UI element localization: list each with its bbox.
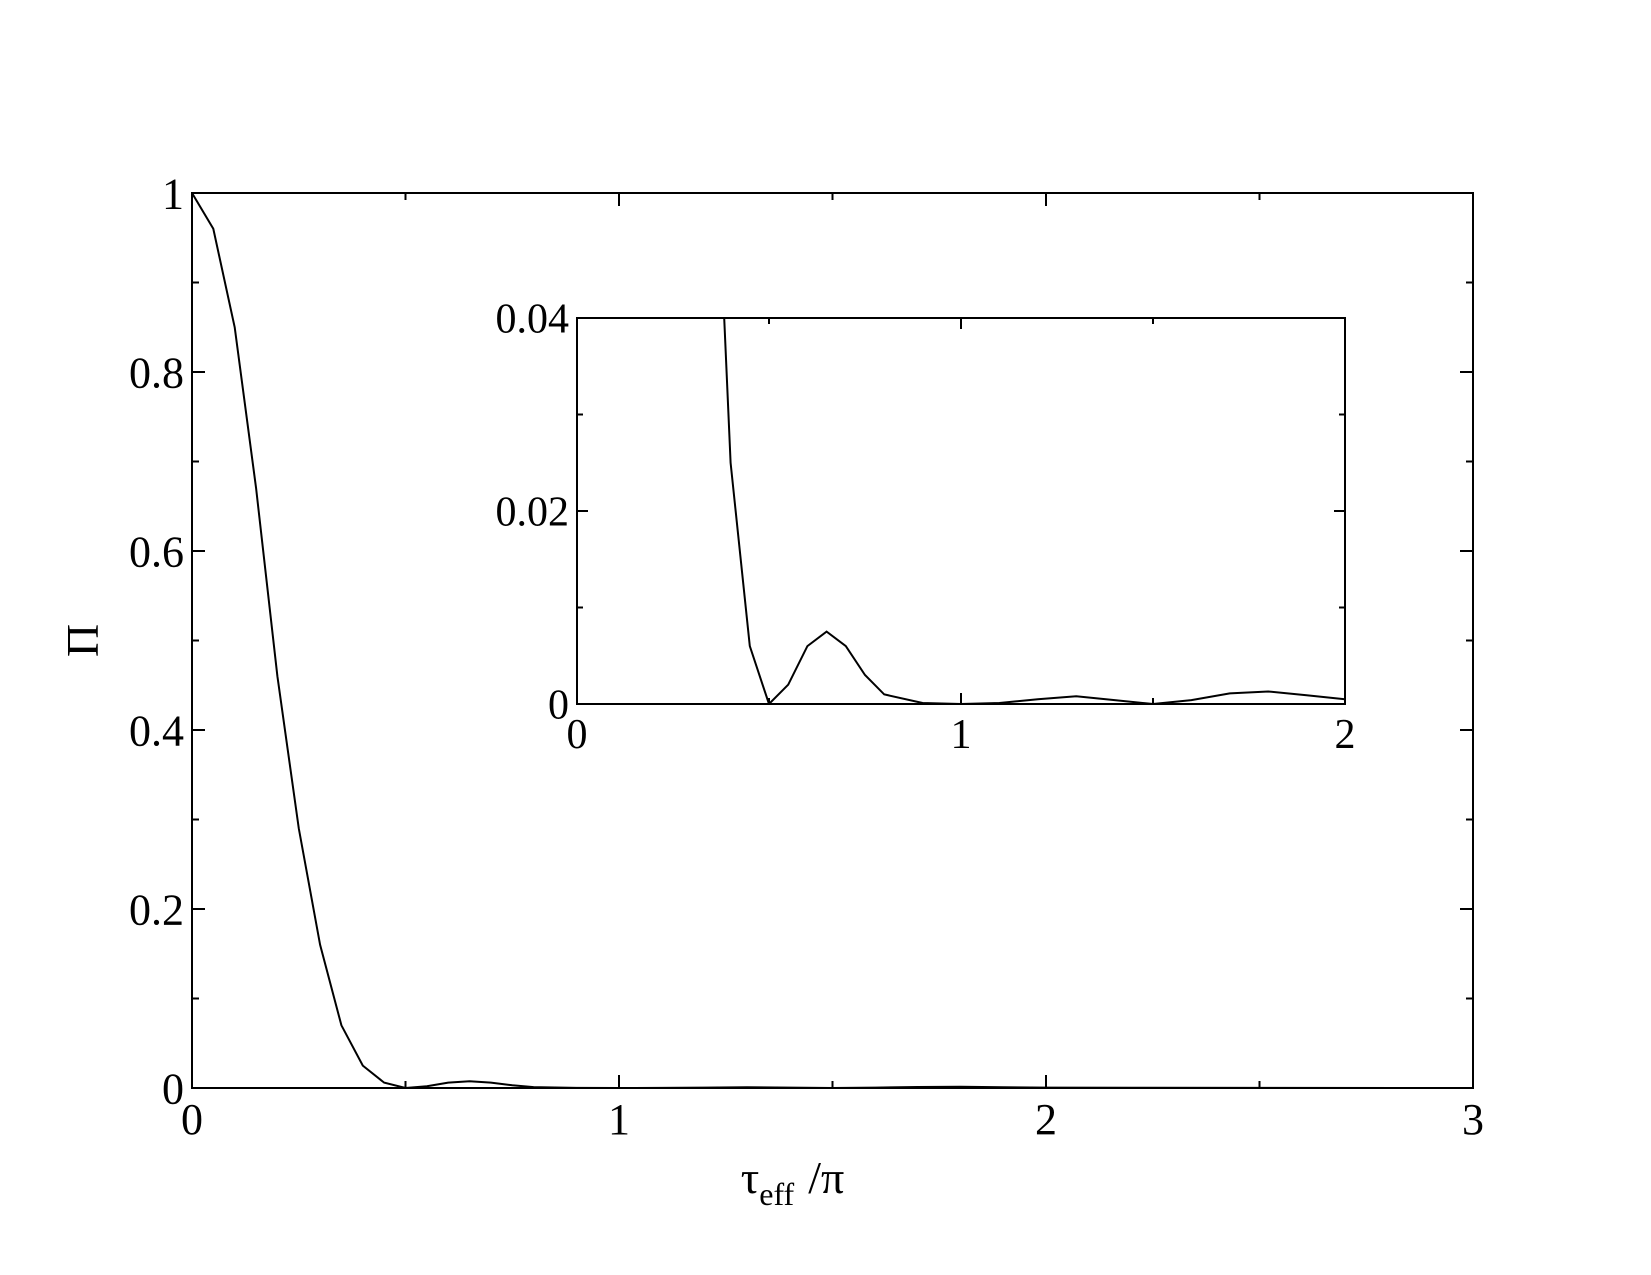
x-tick-label: 0 [181, 1095, 203, 1144]
x-tick-label: 0 [567, 712, 588, 758]
x-label-rest: /π [808, 1152, 844, 1203]
y-tick-label: 0.6 [129, 527, 184, 576]
y-tick-label: 0.2 [129, 885, 184, 934]
x-tick-label: 1 [951, 712, 972, 758]
x-tick-label: 2 [1035, 1095, 1057, 1144]
x-tick-label: 2 [1335, 712, 1356, 758]
plot-area [191, 192, 1474, 1090]
y-tick-label: 0 [162, 1064, 184, 1113]
x-label-subscript: eff [759, 1176, 794, 1212]
axes-frame [576, 317, 1346, 705]
y-tick-label: 0.4 [129, 706, 184, 755]
y-axis-label: Π [57, 624, 108, 657]
y-tick-label: 0.04 [496, 297, 570, 343]
data-line [191, 192, 1474, 1090]
y-tick-label: 0 [548, 683, 569, 729]
x-tick-label: 1 [608, 1095, 630, 1144]
axes-frame [191, 192, 1474, 1089]
y-tick-label: 0.02 [496, 490, 570, 536]
plot-area [723, 318, 1345, 704]
x-axis-label: τeff/π [741, 1152, 844, 1212]
y-tick-label: 1 [162, 169, 184, 218]
data-line [723, 318, 1345, 704]
x-tick-label: 3 [1462, 1095, 1484, 1144]
x-label-symbol: τ [741, 1152, 760, 1203]
y-tick-label: 0.8 [129, 348, 184, 397]
